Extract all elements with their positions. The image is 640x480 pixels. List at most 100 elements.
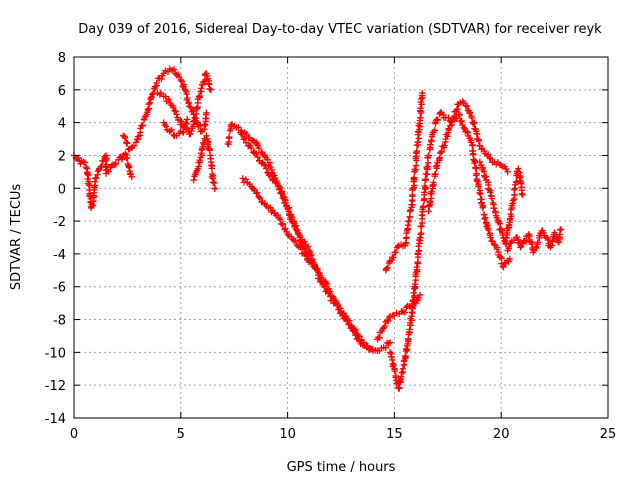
chart-title: Day 039 of 2016, Sidereal Day-to-day VTE… — [78, 22, 602, 37]
data-point — [515, 239, 522, 246]
data-point — [241, 134, 249, 142]
data-point — [498, 162, 505, 169]
data-point — [146, 99, 153, 106]
data-point — [411, 292, 418, 299]
data-point — [132, 139, 140, 146]
data-point — [519, 191, 526, 199]
data-point — [498, 255, 505, 262]
data-point — [534, 239, 542, 246]
data-point — [208, 165, 216, 172]
data-point — [458, 117, 465, 125]
data-point — [242, 176, 249, 183]
data-point — [511, 186, 518, 194]
y-tick-label: -14 — [45, 412, 66, 427]
y-tick-label: 0 — [58, 182, 66, 197]
data-point — [190, 118, 198, 125]
data-point — [504, 168, 511, 176]
data-point — [187, 104, 194, 111]
data-point — [180, 124, 188, 131]
data-point — [111, 161, 118, 168]
x-tick-label: 15 — [386, 427, 403, 442]
data-point — [283, 202, 290, 210]
data-point — [297, 234, 304, 241]
data-point — [363, 344, 370, 351]
data-point — [407, 303, 415, 310]
data-point — [293, 241, 301, 249]
data-point — [253, 150, 260, 157]
data-point — [81, 159, 89, 166]
data-point — [471, 119, 478, 126]
data-point — [427, 136, 435, 144]
data-point — [186, 103, 193, 110]
data-point — [239, 130, 246, 138]
data-point — [493, 245, 501, 253]
data-point — [470, 120, 477, 127]
data-point — [408, 308, 416, 316]
data-point — [206, 85, 213, 93]
data-point — [422, 176, 429, 183]
x-axis-label: GPS time / hours — [287, 460, 396, 475]
data-point — [422, 184, 429, 191]
data-point — [105, 168, 112, 175]
data-point — [486, 154, 493, 161]
data-point — [250, 149, 257, 156]
data-point — [417, 114, 424, 122]
data-point — [277, 216, 284, 223]
data-point — [185, 99, 192, 106]
data-point — [235, 124, 242, 131]
data-point — [471, 159, 478, 167]
data-point — [456, 111, 464, 119]
data-point — [145, 101, 153, 108]
data-point — [171, 107, 178, 114]
data-point — [178, 118, 185, 125]
data-point — [472, 172, 480, 179]
data-point — [476, 158, 484, 166]
data-point — [509, 197, 517, 204]
data-point — [487, 155, 494, 162]
data-point — [211, 179, 218, 187]
data-point — [399, 365, 407, 372]
data-point — [170, 131, 177, 139]
data-point — [225, 133, 233, 141]
data-point — [196, 156, 203, 164]
data-point — [420, 202, 427, 210]
data-point — [195, 93, 203, 100]
data-point — [403, 304, 410, 311]
data-point — [479, 164, 487, 172]
data-point — [182, 119, 189, 127]
data-point — [386, 313, 393, 321]
grid-lines — [74, 57, 608, 418]
data-point — [254, 189, 261, 196]
data-point — [335, 304, 343, 312]
data-point — [417, 105, 424, 112]
plot-frame — [73, 56, 609, 419]
data-point — [390, 254, 397, 261]
data-point — [475, 136, 482, 143]
data-point — [121, 134, 129, 142]
y-tick-label: -2 — [53, 215, 66, 230]
data-point — [130, 142, 138, 150]
data-point — [475, 183, 482, 190]
data-point — [479, 204, 486, 211]
data-point — [401, 309, 409, 316]
data-point — [415, 129, 422, 136]
data-point — [515, 165, 522, 172]
data-point — [445, 114, 452, 121]
data-point — [92, 174, 100, 182]
data-point — [312, 266, 320, 273]
data-point — [496, 220, 504, 227]
data-point — [421, 182, 429, 190]
data-point — [183, 120, 190, 128]
data-point — [414, 138, 422, 146]
data-point — [254, 153, 261, 161]
data-point — [487, 234, 494, 241]
data-point — [485, 151, 492, 158]
x-tick-label: 10 — [279, 427, 296, 442]
data-point — [528, 240, 536, 248]
data-point — [468, 114, 476, 122]
data-point — [322, 279, 330, 287]
data-point — [411, 166, 419, 173]
data-point — [413, 263, 420, 271]
data-point — [383, 265, 390, 272]
data-point — [262, 161, 269, 169]
